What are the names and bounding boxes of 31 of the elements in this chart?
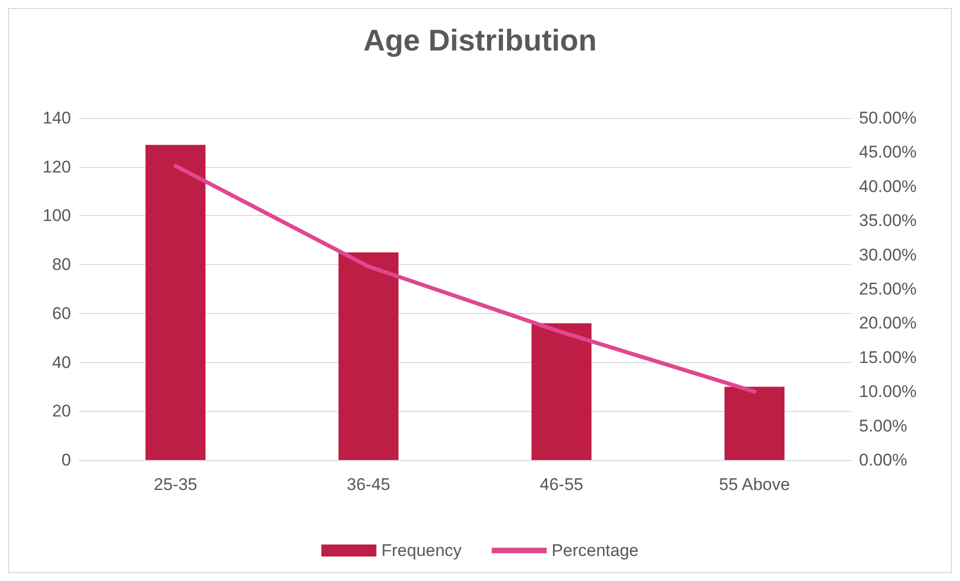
y-tick-label: 140 xyxy=(42,108,71,128)
y2-tick-label: 0.00% xyxy=(859,450,908,470)
legend-label: Frequency xyxy=(381,541,462,560)
y-tick-label: 120 xyxy=(42,157,71,176)
y2-tick-label: 35.00% xyxy=(859,211,917,230)
y2-tick-label: 40.00% xyxy=(859,176,917,196)
y2-tick-label: 25.00% xyxy=(859,280,917,298)
y-tick-label: 100 xyxy=(42,206,71,226)
y-tick-label: 40 xyxy=(52,352,71,372)
bar xyxy=(532,323,592,460)
y-tick-label: 80 xyxy=(52,255,71,274)
y2-tick-label: 20.00% xyxy=(859,314,917,333)
y2-tick-label: 5.00% xyxy=(859,416,908,436)
y2-tick-label: 30.00% xyxy=(859,245,917,264)
chart-title: Age Distribution xyxy=(363,24,597,58)
x-tick-label: 25-35 xyxy=(154,475,198,494)
x-tick-label: 36-45 xyxy=(346,475,390,494)
x-tick-label: 55 Above xyxy=(719,475,790,494)
bar xyxy=(338,252,398,460)
bar xyxy=(146,144,206,460)
line-series xyxy=(174,164,756,394)
y2-tick-label: 15.00% xyxy=(859,348,917,367)
y-tick-label: 20 xyxy=(52,402,71,421)
y-tick-label: 0 xyxy=(62,450,71,470)
y2-tick-label: 50.00% xyxy=(859,108,917,128)
y2-tick-label: 45.00% xyxy=(859,142,917,162)
bar xyxy=(724,386,784,460)
y2-tick-label: 10.00% xyxy=(859,382,917,402)
x-tick-label: 46-55 xyxy=(540,475,584,494)
legend-label: Percentage xyxy=(552,541,639,560)
y-tick-label: 60 xyxy=(52,304,71,323)
